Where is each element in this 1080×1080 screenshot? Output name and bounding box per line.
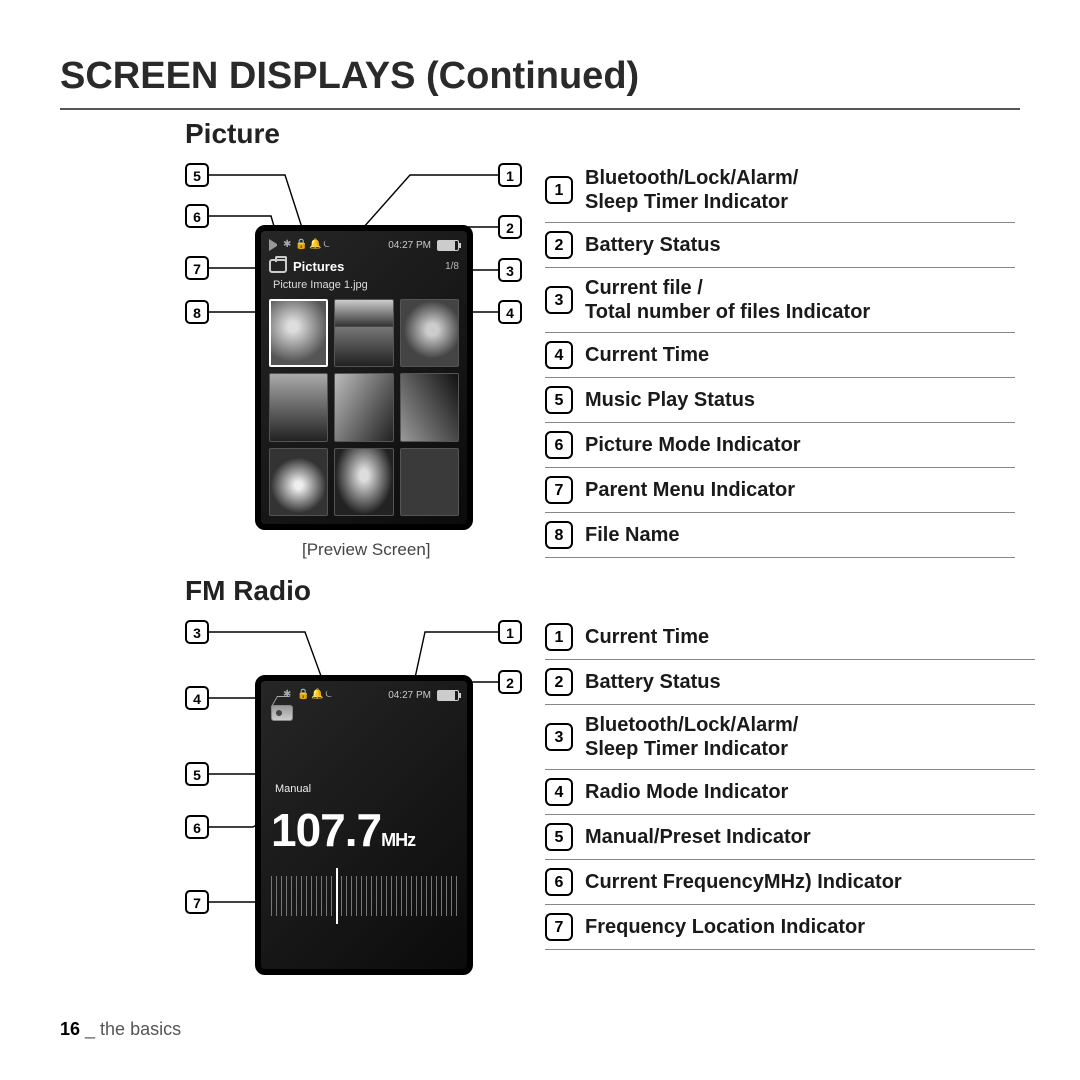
legend-text: Current FrequencyMHz) Indicator — [585, 870, 902, 894]
lock-icon: 🔒 — [297, 689, 307, 701]
legend-text: File Name — [585, 523, 679, 547]
alarm-icon: 🔔 — [311, 689, 321, 701]
picture-legend: 1 Bluetooth/Lock/Alarm/Sleep Timer Indica… — [545, 158, 1015, 558]
legend-number: 3 — [545, 723, 573, 751]
battery-icon — [437, 690, 459, 701]
fm-heading: FM Radio — [185, 575, 311, 607]
callout-pic-l-0: 5 — [185, 163, 209, 187]
manual-preset-label: Manual — [275, 783, 311, 795]
callout-fm-l-2: 5 — [185, 762, 209, 786]
legend-row: 8 File Name — [545, 513, 1015, 558]
legend-number: 1 — [545, 623, 573, 651]
legend-number: 8 — [545, 521, 573, 549]
file-name: Picture Image 1.jpg — [273, 279, 368, 291]
legend-text: Picture Mode Indicator — [585, 433, 801, 457]
legend-number: 7 — [545, 476, 573, 504]
callout-fm-r-1: 2 — [498, 670, 522, 694]
clock: 04:27 PM — [388, 690, 431, 701]
legend-number: 3 — [545, 286, 573, 314]
legend-row: 7 Parent Menu Indicator — [545, 468, 1015, 513]
legend-number: 4 — [545, 341, 573, 369]
clock: 04:27 PM — [388, 240, 431, 251]
legend-row: 1 Current Time — [545, 615, 1035, 660]
legend-text: Bluetooth/Lock/Alarm/Sleep Timer Indicat… — [585, 713, 798, 761]
legend-number: 7 — [545, 913, 573, 941]
legend-text: Battery Status — [585, 670, 721, 694]
file-count: 1/8 — [445, 261, 459, 272]
picture-mode-icon — [269, 259, 287, 273]
bluetooth-icon: ✱ — [283, 239, 291, 251]
battery-icon — [437, 240, 459, 251]
callout-fm-l-0: 3 — [185, 620, 209, 644]
legend-number: 2 — [545, 668, 573, 696]
radio-mode-icon — [271, 705, 293, 721]
legend-text: Manual/Preset Indicator — [585, 825, 811, 849]
legend-row: 7 Frequency Location Indicator — [545, 905, 1035, 950]
legend-number: 5 — [545, 823, 573, 851]
picture-heading: Picture — [185, 118, 280, 150]
legend-row: 5 Music Play Status — [545, 378, 1015, 423]
legend-row: 3 Bluetooth/Lock/Alarm/Sleep Timer Indica… — [545, 705, 1035, 770]
frequency-dial — [271, 876, 457, 916]
callout-pic-l-3: 8 — [185, 300, 209, 324]
legend-number: 5 — [545, 386, 573, 414]
legend-row: 2 Battery Status — [545, 660, 1035, 705]
legend-row: 4 Current Time — [545, 333, 1015, 378]
status-bar: ✱ 🔒 🔔 ⏾ 04:27 PM — [269, 237, 459, 253]
callout-pic-r-0: 1 — [498, 163, 522, 187]
page-title: SCREEN DISPLAYS (Continued) — [60, 55, 639, 98]
parent-menu: Pictures — [293, 259, 344, 274]
frequency-value: 107.7MHz — [271, 803, 415, 857]
legend-text: Radio Mode Indicator — [585, 780, 788, 804]
picture-caption: [Preview Screen] — [302, 540, 431, 560]
legend-text: Current Time — [585, 625, 709, 649]
timer-icon: ⏾ — [323, 239, 333, 251]
legend-number: 2 — [545, 231, 573, 259]
fm-device: ✱ 🔒 🔔 ⏾ 04:27 PM Manual 107.7MHz — [255, 675, 473, 975]
play-icon — [269, 239, 279, 251]
page-footer: 16 _ the basics — [60, 1019, 181, 1040]
legend-row: 5 Manual/Preset Indicator — [545, 815, 1035, 860]
thumbnail-grid — [269, 299, 459, 516]
legend-row: 4 Radio Mode Indicator — [545, 770, 1035, 815]
callout-pic-l-1: 6 — [185, 204, 209, 228]
callout-pic-r-2: 3 — [498, 258, 522, 282]
legend-text: Current file /Total number of files Indi… — [585, 276, 870, 324]
legend-number: 4 — [545, 778, 573, 806]
legend-text: Parent Menu Indicator — [585, 478, 795, 502]
callout-fm-l-4: 7 — [185, 890, 209, 914]
fm-legend: 1 Current Time 2 Battery Status 3 Bluetooth/L… — [545, 615, 1035, 950]
legend-number: 6 — [545, 868, 573, 896]
callout-fm-l-1: 4 — [185, 686, 209, 710]
legend-row: 3 Current file /Total number of files Ind… — [545, 268, 1015, 333]
legend-row: 2 Battery Status — [545, 223, 1015, 268]
legend-number: 1 — [545, 176, 573, 204]
callout-pic-r-1: 2 — [498, 215, 522, 239]
legend-row: 6 Current FrequencyMHz) Indicator — [545, 860, 1035, 905]
lock-icon: 🔒 — [295, 239, 305, 251]
legend-text: Battery Status — [585, 233, 721, 257]
legend-number: 6 — [545, 431, 573, 459]
legend-text: Music Play Status — [585, 388, 755, 412]
legend-row: 1 Bluetooth/Lock/Alarm/Sleep Timer Indica… — [545, 158, 1015, 223]
status-bar: ✱ 🔒 🔔 ⏾ 04:27 PM — [269, 687, 459, 703]
legend-text: Frequency Location Indicator — [585, 915, 865, 939]
timer-icon: ⏾ — [325, 689, 335, 701]
callout-fm-l-3: 6 — [185, 815, 209, 839]
legend-text: Bluetooth/Lock/Alarm/Sleep Timer Indicat… — [585, 166, 798, 214]
legend-row: 6 Picture Mode Indicator — [545, 423, 1015, 468]
callout-fm-r-0: 1 — [498, 620, 522, 644]
callout-pic-l-2: 7 — [185, 256, 209, 280]
title-rule — [60, 108, 1020, 110]
alarm-icon: 🔔 — [309, 239, 319, 251]
picture-device: ✱ 🔒 🔔 ⏾ 04:27 PM Pictures 1/8 Picture Im… — [255, 225, 473, 530]
legend-text: Current Time — [585, 343, 709, 367]
callout-pic-r-3: 4 — [498, 300, 522, 324]
